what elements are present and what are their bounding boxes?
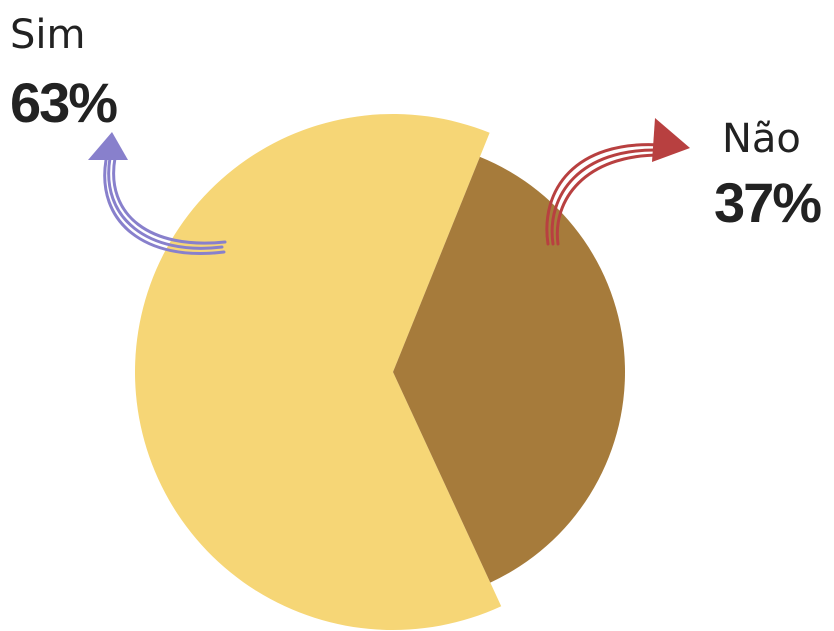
slice-label: Sim bbox=[10, 12, 85, 58]
pie bbox=[135, 114, 625, 631]
slice-value-label: 63% bbox=[10, 71, 117, 134]
arrow-nao bbox=[545, 118, 690, 246]
arrow-sim bbox=[88, 132, 227, 255]
slice-label: Não bbox=[722, 116, 801, 162]
slice-value-label: 37% bbox=[714, 171, 821, 234]
pie-slice bbox=[135, 114, 502, 631]
pie-slice bbox=[393, 156, 625, 583]
